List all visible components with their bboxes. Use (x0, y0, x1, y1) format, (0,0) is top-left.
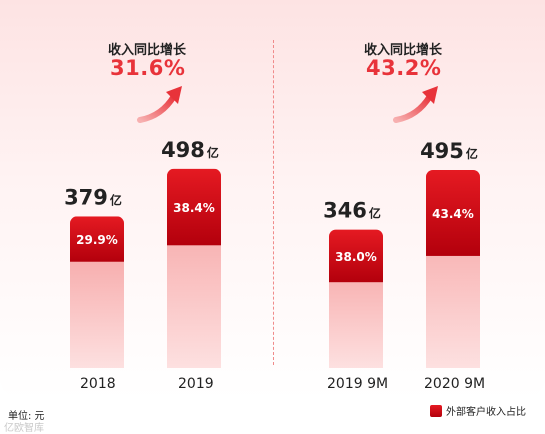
watermark-logo: 亿欧智库 (4, 423, 44, 434)
left-growth-arrow-icon (137, 86, 182, 123)
bar-value-label: 379 亿 (64, 185, 122, 209)
unit-label: 单位: 元 (8, 411, 45, 422)
bar-share-label: 29.9% (76, 233, 118, 247)
bar-value-label: 495 亿 (420, 139, 478, 163)
bar-value-label: 346 亿 (323, 199, 381, 223)
legend: 外部客户收入占比 (430, 403, 526, 418)
x-label-2020-9m: 2020 9M (424, 376, 486, 392)
bar-share-segment (426, 170, 480, 256)
legend-label: 外部客户收入占比 (446, 407, 526, 418)
panel-divider (273, 40, 274, 365)
right-growth-value: 43.2% (366, 56, 442, 80)
left-growth-value: 31.6% (110, 56, 186, 80)
x-label-2019: 2019 (178, 376, 214, 392)
bar-share-segment (329, 229, 383, 283)
bar-chart: 29.9% 379 亿 38.4% 498 亿 38.0% 346 亿 43.4% 495 亿 (64, 138, 480, 368)
left-growth-label: 收入同比增长 (108, 43, 187, 58)
x-label-2019-9m: 2019 9M (327, 376, 389, 392)
x-label-2018: 2018 (80, 376, 116, 392)
bar-value-label: 498 亿 (161, 138, 219, 162)
right-growth-label: 收入同比增长 (364, 43, 443, 58)
right-growth-arrow-icon (393, 86, 438, 123)
bar-share-segment (167, 168, 221, 246)
legend-swatch-icon (430, 404, 442, 417)
bar-share-label: 43.4% (432, 207, 474, 221)
bar-share-label: 38.0% (335, 250, 377, 264)
bar-share-label: 38.4% (173, 201, 215, 215)
bar-share-segment (70, 216, 124, 262)
